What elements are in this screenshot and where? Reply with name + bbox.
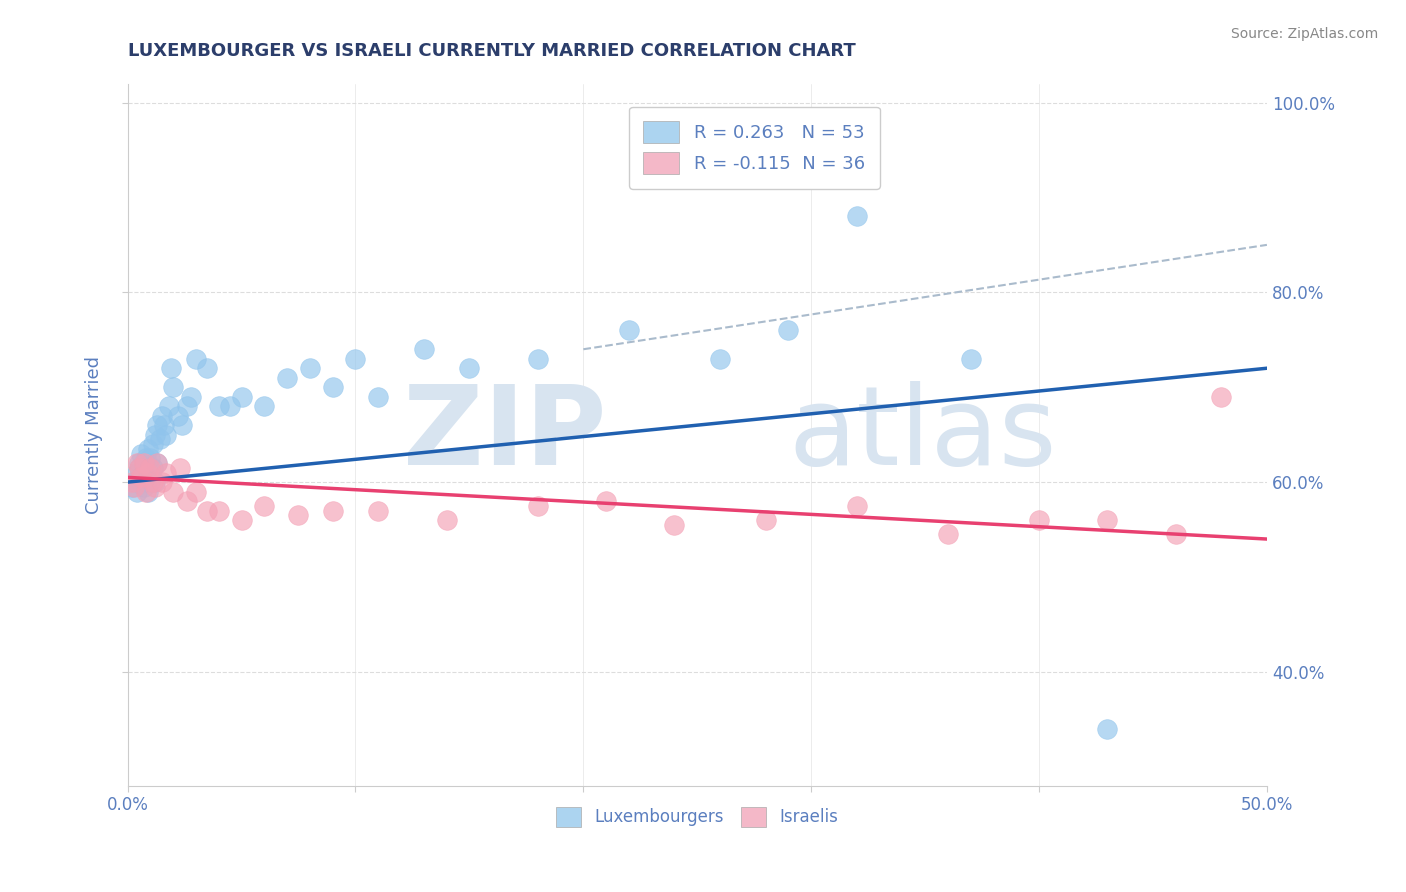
Point [1211, 390, 1233, 404]
Point [128, 461, 150, 475]
Text: ZIP: ZIP [402, 381, 606, 488]
Point [160, 361, 183, 376]
Point [132, 456, 155, 470]
Point [124, 475, 146, 489]
Y-axis label: Currently Married: Currently Married [86, 356, 103, 514]
Point [125, 466, 148, 480]
Point [143, 475, 166, 489]
Point [169, 461, 191, 475]
Point [322, 503, 344, 517]
Point [146, 418, 169, 433]
Point [124, 480, 146, 494]
Point [195, 503, 218, 517]
Point [176, 399, 198, 413]
Point [155, 427, 177, 442]
Point [121, 475, 143, 489]
Point [142, 437, 165, 451]
Point [287, 508, 309, 523]
Point [253, 399, 276, 413]
Point [150, 475, 173, 489]
Point [146, 456, 169, 470]
Point [139, 461, 162, 475]
Point [135, 484, 157, 499]
Point [143, 427, 166, 442]
Point [162, 484, 184, 499]
Point [184, 484, 207, 499]
Point [180, 390, 202, 404]
Point [148, 433, 170, 447]
Point [1097, 513, 1119, 527]
Point [136, 484, 159, 499]
Point [1164, 527, 1187, 541]
Point [142, 461, 165, 475]
Point [162, 380, 184, 394]
Point [129, 470, 152, 484]
Point [176, 494, 198, 508]
Point [146, 456, 169, 470]
Point [135, 475, 157, 489]
Point [142, 475, 165, 489]
Point [143, 480, 166, 494]
Point [219, 399, 242, 413]
Point [936, 527, 959, 541]
Point [322, 380, 344, 394]
Point [184, 351, 207, 366]
Point [526, 499, 548, 513]
Point [172, 418, 194, 433]
Point [367, 390, 389, 404]
Text: atlas: atlas [789, 381, 1057, 488]
Point [157, 399, 180, 413]
Point [1097, 722, 1119, 736]
Point [153, 418, 176, 433]
Point [526, 351, 548, 366]
Text: LUXEMBOURGER VS ISRAELI CURRENTLY MARRIED CORRELATION CHART: LUXEMBOURGER VS ISRAELI CURRENTLY MARRIE… [128, 42, 855, 60]
Point [155, 466, 177, 480]
Point [125, 456, 148, 470]
Point [208, 399, 231, 413]
Point [231, 513, 253, 527]
Point [195, 361, 218, 376]
Point [208, 503, 231, 517]
Point [595, 494, 617, 508]
Point [139, 475, 162, 489]
Point [129, 447, 152, 461]
Point [231, 390, 253, 404]
Point [845, 210, 868, 224]
Legend: Luxembourgers, Israelis: Luxembourgers, Israelis [550, 800, 845, 834]
Point [617, 323, 640, 337]
Point [121, 480, 143, 494]
Point [129, 475, 152, 489]
Point [276, 370, 298, 384]
Point [139, 451, 162, 466]
Point [166, 409, 188, 423]
Point [132, 480, 155, 494]
Point [128, 461, 150, 475]
Point [436, 513, 458, 527]
Point [135, 451, 157, 466]
Text: Source: ZipAtlas.com: Source: ZipAtlas.com [1230, 27, 1378, 41]
Point [959, 351, 981, 366]
Point [253, 499, 276, 513]
Point [755, 513, 778, 527]
Point [136, 466, 159, 480]
Point [845, 499, 868, 513]
Point [150, 409, 173, 423]
Point [132, 466, 155, 480]
Point [709, 351, 731, 366]
Point [136, 442, 159, 456]
Point [298, 361, 321, 376]
Point [778, 323, 800, 337]
Point [344, 351, 367, 366]
Point [458, 361, 481, 376]
Point [128, 456, 150, 470]
Point [664, 517, 686, 532]
Point [412, 343, 434, 357]
Point [367, 503, 389, 517]
Point [125, 484, 148, 499]
Point [1028, 513, 1050, 527]
